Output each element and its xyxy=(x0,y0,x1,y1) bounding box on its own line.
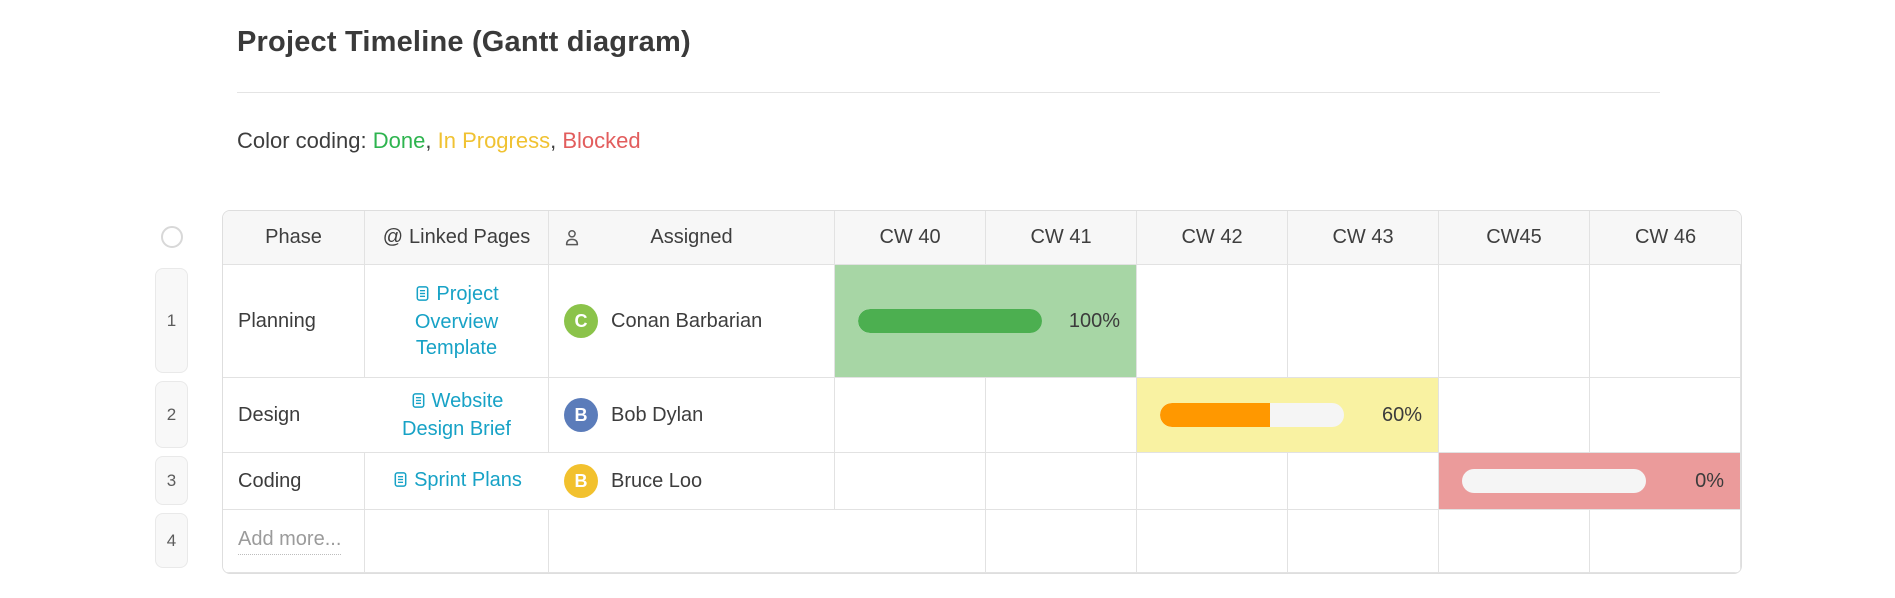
legend-prefix: Color coding: xyxy=(237,128,367,153)
empty-week-cell[interactable] xyxy=(986,378,1137,453)
legend-blocked: Blocked xyxy=(562,128,641,153)
empty-week-cell[interactable] xyxy=(1590,265,1741,378)
empty-week-cell[interactable] xyxy=(1590,510,1741,573)
empty-week-cell[interactable] xyxy=(1137,453,1288,510)
row-handle[interactable]: 2 xyxy=(155,381,188,448)
row-handle[interactable]: 3 xyxy=(155,456,188,505)
column-header-cw43[interactable]: CW 43 xyxy=(1288,211,1439,265)
column-header-cw46[interactable]: CW 46 xyxy=(1590,211,1741,265)
cw45-label: CW45 xyxy=(1486,226,1542,248)
gantt-bar-design[interactable]: 60% xyxy=(1137,378,1439,453)
empty-week-cell[interactable] xyxy=(835,453,986,510)
column-header-cw45[interactable]: CW45 xyxy=(1439,211,1590,265)
gantt-table: Phase @ Linked Pages Assigned CW 40 CW 4… xyxy=(222,210,1742,574)
empty-week-cell[interactable] xyxy=(835,378,986,453)
link-column-icon: @ xyxy=(382,226,404,248)
progress-fill xyxy=(858,309,1042,333)
person-icon xyxy=(562,228,582,248)
assigned-cell[interactable]: B Bob Dylan xyxy=(549,378,835,453)
linked-page-link[interactable]: Website Design Brief xyxy=(390,388,524,442)
add-more-cell[interactable]: Add more... xyxy=(223,510,365,573)
add-more-placeholder[interactable]: Add more... xyxy=(238,528,342,555)
legend-done: Done xyxy=(372,128,426,153)
linked-page-label: Sprint Plans xyxy=(414,469,522,491)
assignee-name: Bruce Loo xyxy=(611,469,703,492)
gantt-bar-planning[interactable]: 100% xyxy=(835,265,1137,378)
assigned-cell[interactable]: B Bruce Loo xyxy=(549,453,835,510)
empty-week-cell[interactable] xyxy=(1439,265,1590,378)
phase-cell-planning[interactable]: Planning xyxy=(223,265,365,378)
empty-week-cell[interactable] xyxy=(986,453,1137,510)
document-icon xyxy=(392,469,409,495)
column-header-phase-label: Phase xyxy=(265,226,322,248)
gantt-bar-coding[interactable]: 0% xyxy=(1439,453,1741,510)
empty-assigned-cell[interactable] xyxy=(549,510,835,573)
progress-track xyxy=(1462,469,1646,493)
column-header-linked-pages-label: Linked Pages xyxy=(409,226,531,248)
phase-cell-design[interactable]: Design xyxy=(223,378,365,453)
avatar: C xyxy=(564,304,598,338)
legend-separator: , xyxy=(425,128,432,153)
empty-week-cell[interactable] xyxy=(1439,378,1590,453)
cw46-label: CW 46 xyxy=(1634,226,1697,248)
cw42-label: CW 42 xyxy=(1181,226,1243,248)
color-coding-legend: Color coding: Done, In Progress, Blocked xyxy=(237,128,641,154)
column-header-phase[interactable]: Phase xyxy=(223,211,365,265)
phase-label: Design xyxy=(238,403,301,426)
row-handle-gutter: 1 2 3 4 xyxy=(155,210,188,572)
linked-page-cell: Project Overview Template xyxy=(365,265,549,378)
cw41-label: CW 41 xyxy=(1030,226,1092,248)
progress-fill xyxy=(1160,403,1271,427)
empty-week-cell[interactable] xyxy=(1288,265,1439,378)
empty-week-cell[interactable] xyxy=(835,510,986,573)
document-icon xyxy=(414,283,431,309)
column-header-cw41[interactable]: CW 41 xyxy=(986,211,1137,265)
cw43-label: CW 43 xyxy=(1332,226,1394,248)
avatar: B xyxy=(564,398,598,432)
document-icon xyxy=(410,390,427,416)
page-title: Project Timeline (Gantt diagram) xyxy=(237,26,691,58)
phase-label: Planning xyxy=(238,309,316,332)
row-handle[interactable]: 4 xyxy=(155,513,188,568)
cw40-label: CW 40 xyxy=(879,226,941,248)
empty-week-cell[interactable] xyxy=(1137,510,1288,573)
select-all-circle[interactable] xyxy=(160,226,183,248)
linked-page-label: Project Overview Template xyxy=(414,283,499,359)
progress-percent-label: 100% xyxy=(1068,309,1120,332)
linked-page-label: Website Design Brief xyxy=(402,390,511,440)
linked-page-link[interactable]: Sprint Plans xyxy=(392,467,522,495)
assigned-cell[interactable]: C Conan Barbarian xyxy=(549,265,835,378)
column-header-cw40[interactable]: CW 40 xyxy=(835,211,986,265)
progress-percent-label: 60% xyxy=(1381,403,1422,426)
empty-week-cell[interactable] xyxy=(986,510,1137,573)
progress-track xyxy=(1160,403,1344,427)
linked-page-cell: Sprint Plans xyxy=(365,453,549,510)
row-handle[interactable]: 1 xyxy=(155,268,188,373)
progress-percent-label: 0% xyxy=(1695,469,1724,492)
legend-in-progress: In Progress xyxy=(437,128,551,153)
empty-week-cell[interactable] xyxy=(1137,265,1288,378)
phase-cell-coding[interactable]: Coding xyxy=(223,453,365,510)
empty-week-cell[interactable] xyxy=(1439,510,1590,573)
linked-page-cell: Website Design Brief xyxy=(365,378,549,453)
avatar: B xyxy=(564,464,598,498)
column-header-assigned-label: Assigned xyxy=(650,226,733,248)
empty-week-cell[interactable] xyxy=(1288,453,1439,510)
column-header-linked-pages[interactable]: @ Linked Pages xyxy=(365,211,549,265)
column-header-assigned[interactable]: Assigned xyxy=(549,211,835,265)
empty-week-cell[interactable] xyxy=(1590,378,1741,453)
linked-page-link[interactable]: Project Overview Template xyxy=(390,281,524,361)
phase-label: Coding xyxy=(238,469,302,492)
assignee-name: Bob Dylan xyxy=(611,403,704,426)
empty-week-cell[interactable] xyxy=(1288,510,1439,573)
divider xyxy=(237,92,1660,93)
progress-track xyxy=(858,309,1042,333)
column-header-cw42[interactable]: CW 42 xyxy=(1137,211,1288,265)
empty-linked-cell[interactable] xyxy=(365,510,549,573)
legend-separator: , xyxy=(550,128,557,153)
assignee-name: Conan Barbarian xyxy=(611,309,763,332)
